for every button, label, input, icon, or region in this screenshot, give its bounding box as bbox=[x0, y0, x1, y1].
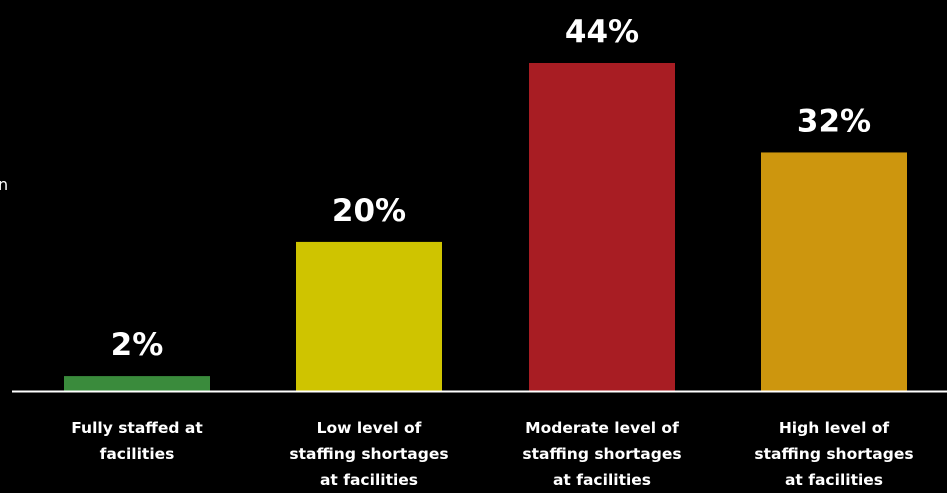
bar-1 bbox=[64, 376, 210, 391]
value-label-3: 44% bbox=[565, 14, 639, 50]
bar-4 bbox=[761, 152, 907, 391]
bar-3 bbox=[529, 63, 675, 391]
category-label-2-line-3: at facilities bbox=[320, 471, 418, 489]
bars bbox=[64, 63, 907, 391]
value-label-1: 2% bbox=[111, 327, 164, 363]
value-label-2: 20% bbox=[332, 193, 406, 229]
bar-2 bbox=[296, 241, 442, 391]
category-label-4-line-2: staffing shortages bbox=[754, 445, 913, 463]
category-label-3-line-3: at facilities bbox=[553, 471, 651, 489]
category-label-3-line-1: Moderate level of bbox=[525, 419, 679, 437]
category-label-1-line-2: facilities bbox=[100, 445, 175, 463]
value-label-4: 32% bbox=[797, 103, 871, 139]
category-label-3-line-2: staffing shortages bbox=[522, 445, 681, 463]
value-labels: 2% 20% 44% 32% bbox=[111, 14, 871, 363]
category-label-4-line-1: High level of bbox=[779, 419, 890, 437]
category-label-4-line-3: at facilities bbox=[785, 471, 883, 489]
category-label-2-line-2: staffing shortages bbox=[289, 445, 448, 463]
category-label-1-line-1: Fully staffed at bbox=[71, 419, 203, 437]
category-labels: Fully staffed at facilities Low level of st… bbox=[71, 419, 913, 489]
category-label-2-line-1: Low level of bbox=[317, 419, 422, 437]
clipped-text-fragment: n bbox=[0, 175, 8, 194]
